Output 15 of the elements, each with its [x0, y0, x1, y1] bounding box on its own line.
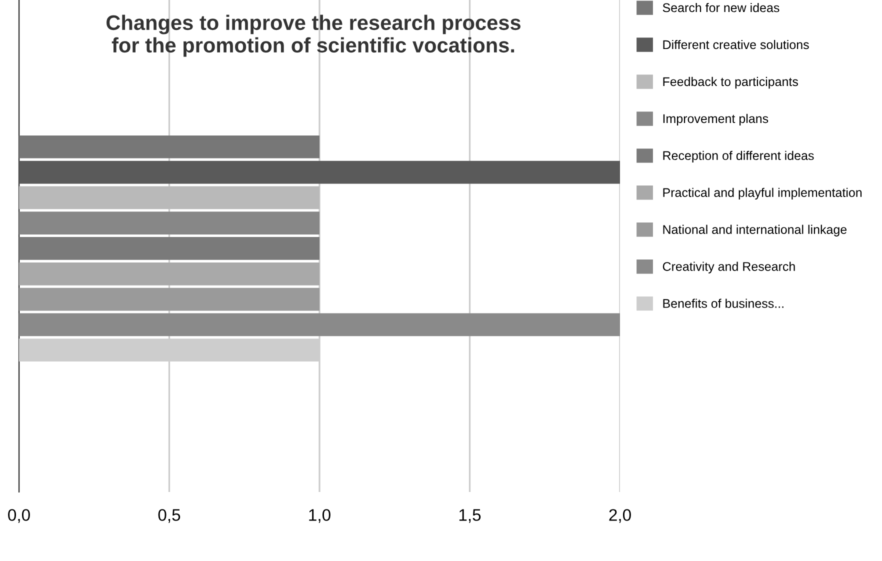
legend-label: Improvement plans	[663, 114, 768, 126]
legend-label: Creativity and Research	[662, 262, 795, 274]
legend-label: Reception of different ideas	[663, 150, 814, 163]
legend-label: Search for new ideas	[662, 2, 780, 12]
legend-label: Benefits of business...	[663, 298, 784, 308]
legend-label: Practical and playful implementation	[663, 188, 862, 200]
text: Changes to improve the research process for the promotion of scientific vocations.	[106, 14, 520, 57]
x-tick-label: 1,0	[309, 509, 330, 523]
legend-label: Feedback to participants	[663, 76, 798, 89]
legend-label: National and international linkage	[663, 224, 847, 236]
x-tick-label: 1,5	[459, 509, 481, 523]
x-tick-label: 2,0	[609, 509, 631, 523]
x-tick-label: 0,0	[8, 509, 30, 523]
x-tick-label: 0,5	[158, 509, 180, 523]
legend-label: Different creative solutions	[663, 40, 809, 50]
